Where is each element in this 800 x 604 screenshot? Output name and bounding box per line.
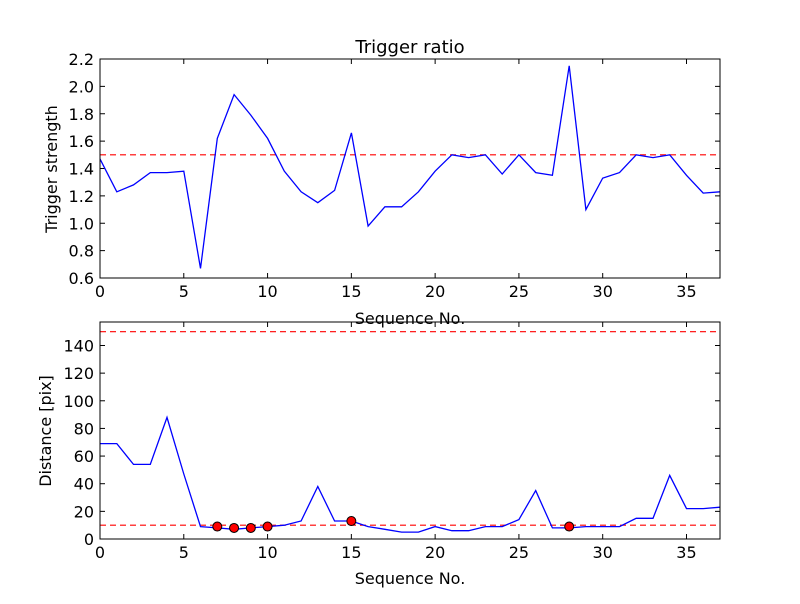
bottom-x-tick-label: 35	[676, 543, 696, 562]
bottom-y-tick-label: 0	[84, 530, 94, 549]
bottom-x-axis-label: Sequence No.	[355, 569, 466, 588]
top-y-tick-label: 2.2	[69, 50, 94, 69]
bottom-y-tick-label: 20	[74, 502, 94, 521]
bottom-x-tick-label: 15	[341, 543, 361, 562]
bottom-y-tick-label: 140	[63, 336, 94, 355]
bottom-y-tick-label: 120	[63, 364, 94, 383]
top-y-axis-label: Trigger strength	[42, 105, 61, 234]
bottom-reference-lines	[100, 331, 720, 526]
top-axis-ticks: 0 5 10 15 20 25 30 35 0.6 0.8 1.0 1.2 1.4 1.6 1.8 2.0 2.…	[69, 50, 720, 301]
top-x-tick-label: 15	[341, 282, 361, 301]
bottom-x-tick-label: 25	[509, 543, 529, 562]
bottom-data-marker	[212, 521, 223, 532]
top-y-tick-label: 0.8	[69, 242, 94, 261]
top-x-tick-label: 35	[676, 282, 696, 301]
top-x-tick-label: 20	[425, 282, 445, 301]
top-x-tick-label: 5	[179, 282, 189, 301]
top-y-tick-label: 2.0	[69, 77, 94, 96]
bottom-data-marker	[346, 516, 357, 527]
bottom-y-tick-label: 100	[63, 392, 94, 411]
top-y-tick-label: 1.0	[69, 214, 94, 233]
bottom-x-tick-label: 5	[179, 543, 189, 562]
bottom-data-marker	[262, 521, 273, 532]
bottom-x-tick-label: 20	[425, 543, 445, 562]
bottom-x-tick-label: 10	[257, 543, 277, 562]
top-y-tick-label: 1.4	[69, 160, 94, 179]
top-x-tick-label: 30	[593, 282, 613, 301]
top-plot-frame	[99, 58, 721, 279]
top-x-tick-label: 25	[509, 282, 529, 301]
bottom-plot-frame	[99, 321, 721, 540]
bottom-series-lines	[100, 415, 721, 533]
bottom-x-tick-label: 30	[593, 543, 613, 562]
top-series-lines	[99, 65, 721, 269]
trigger-ratio-subplot: Trigger ratio Sequence No. Trigger stren…	[42, 37, 721, 328]
bottom-data-marker	[564, 521, 575, 532]
bottom-y-axis-label: Distance [pix]	[36, 375, 55, 487]
top-y-tick-label: 1.6	[69, 132, 94, 151]
bottom-y-tick-label: 40	[74, 475, 94, 494]
top-y-tick-label: 1.2	[69, 187, 94, 206]
bottom-y-tick-label: 80	[74, 419, 94, 438]
top-x-axis-label: Sequence No.	[355, 309, 466, 328]
top-y-tick-label: 1.8	[69, 105, 94, 124]
bottom-y-tick-label: 60	[74, 447, 94, 466]
bottom-markers	[212, 516, 575, 533]
distance-subplot: Sequence No. Distance [pix] 0 5 10 15 20 25 30…	[36, 321, 721, 588]
bottom-axis-ticks: 0 5 10 15 20 25 30 35 0 20 40 60 80 100 120 140	[63, 322, 720, 562]
top-series-line	[99, 65, 721, 269]
bottom-data-marker	[229, 522, 240, 533]
top-chart-title: Trigger ratio	[354, 37, 464, 58]
bottom-data-marker	[245, 522, 256, 533]
top-x-tick-label: 0	[95, 282, 105, 301]
bottom-x-tick-label: 0	[95, 543, 105, 562]
top-y-tick-label: 0.6	[69, 269, 94, 288]
top-x-tick-label: 10	[257, 282, 277, 301]
bottom-series-line	[100, 415, 721, 533]
